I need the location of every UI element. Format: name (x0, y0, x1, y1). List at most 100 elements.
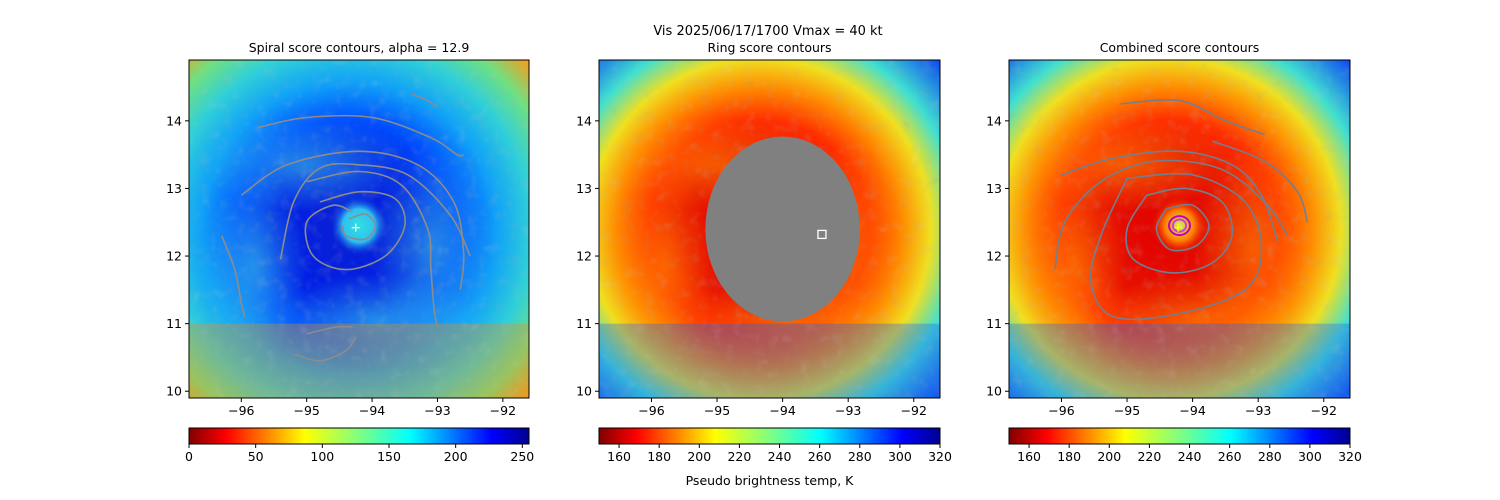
x-tick-label: −94 (769, 403, 795, 418)
colorbar-tick-label: 250 (510, 449, 534, 464)
x-tick-label: −96 (1048, 403, 1074, 418)
colorbar-tick-label: 220 (1137, 449, 1161, 464)
colorbar-tick-label: 240 (768, 449, 792, 464)
center-marker-plus (351, 223, 360, 232)
colorbar-label: Pseudo brightness temp, K (686, 473, 855, 488)
y-tick-label: 11 (166, 316, 182, 331)
x-tick-label: −96 (638, 403, 664, 418)
x-tick-label: −92 (1311, 403, 1337, 418)
score-contour-3 (1089, 172, 1263, 321)
y-tick-label: 14 (986, 113, 1002, 128)
peak-score-contour-1 (1168, 215, 1191, 237)
colorbar-tick-label: 260 (808, 449, 832, 464)
x-tick-label: −95 (1114, 403, 1140, 418)
colorbar-tick-label: 50 (248, 449, 264, 464)
y-tick-label: 11 (986, 316, 1002, 331)
x-tick-label: −95 (704, 403, 730, 418)
y-tick-label: 13 (166, 181, 182, 196)
colorbar-tick-label: 320 (928, 449, 952, 464)
score-contour-5 (257, 114, 464, 157)
plot-frame (1008, 59, 1351, 399)
score-contour-2 (1125, 187, 1234, 274)
score-contour-7 (1212, 140, 1309, 223)
score-contour-4 (240, 150, 465, 290)
score-contour-3 (306, 170, 439, 328)
storm-eye (329, 195, 389, 257)
colorbar-tick-label: 260 (1218, 449, 1242, 464)
panel-title: Spiral score contours, alpha = 12.9 (249, 40, 470, 55)
y-tick-label: 11 (576, 316, 592, 331)
colorbar-tick-label: 180 (1057, 449, 1081, 464)
score-contour-7 (410, 93, 438, 108)
masked-ring-region (705, 136, 860, 322)
colorbar-tick-label: 300 (1298, 449, 1322, 464)
score-contour-9 (306, 325, 353, 335)
y-tick-label: 12 (986, 249, 1002, 264)
x-tick-label: −96 (228, 403, 254, 418)
y-tick-label: 12 (576, 249, 592, 264)
score-contour-6 (279, 162, 471, 260)
colorbar-tick-label: 160 (607, 449, 631, 464)
colorbar-tick-label: 0 (185, 449, 193, 464)
colorbar-tick-label: 220 (727, 449, 751, 464)
colorbar-tick-label: 160 (1017, 449, 1041, 464)
y-tick-label: 10 (166, 384, 182, 399)
score-contour-6 (1120, 99, 1265, 136)
score-contour-2 (304, 190, 406, 271)
colorbar-tick-label: 300 (888, 449, 912, 464)
score-contour-4 (1061, 150, 1279, 243)
peak-score-contour-2 (1171, 218, 1188, 233)
plot-frame (188, 59, 530, 399)
panel-3: Combined score contours −96 −95 −94 −93 −92 10… (986, 40, 1362, 464)
x-tick-label: −94 (1179, 403, 1205, 418)
x-tick-label: −94 (359, 403, 385, 418)
colorbar-tick-label: 200 (444, 449, 468, 464)
colorbar-tick-label: 200 (1097, 449, 1121, 464)
x-tick-label: −95 (293, 403, 319, 418)
x-tick-label: −93 (424, 403, 450, 418)
colorbar-tick-label: 100 (310, 449, 334, 464)
x-tick-label: −92 (901, 403, 927, 418)
panel-title: Combined score contours (1100, 40, 1260, 55)
plot-frame (598, 59, 941, 399)
colorbar: 0 50 100 150 200 250 (185, 427, 534, 464)
colorbar-tick-label: 200 (687, 449, 711, 464)
colorbar-tick-label: 280 (1258, 449, 1282, 464)
x-tick-label: −92 (490, 403, 516, 418)
y-tick-label: 14 (576, 113, 592, 128)
colorbar-tick-label: 180 (647, 449, 671, 464)
colorbar-scale (1008, 427, 1351, 445)
score-contour-5 (1054, 159, 1289, 270)
score-contour-1 (1155, 203, 1210, 252)
score-contour-1 (341, 213, 377, 241)
x-tick-label: −93 (1245, 403, 1271, 418)
satellite-image (1009, 60, 1350, 398)
score-contour-10 (220, 235, 246, 318)
y-tick-label: 13 (986, 181, 1002, 196)
center-marker-plus (1174, 223, 1183, 232)
y-tick-label: 13 (576, 181, 592, 196)
colorbar: 160 180 200 220 240 260 280 300 320 (1008, 427, 1362, 464)
y-tick-label: 10 (576, 384, 592, 399)
center-marker-square (817, 229, 827, 240)
colorbar-scale (598, 427, 941, 445)
colorbar-tick-label: 150 (377, 449, 401, 464)
y-tick-label: 12 (166, 249, 182, 264)
colorbar-tick-label: 280 (848, 449, 872, 464)
colorbar: 160 180 200 220 240 260 280 300 320 Pseudo bright… (598, 427, 952, 488)
panel-title: Ring score contours (707, 40, 831, 55)
satellite-image (599, 60, 940, 398)
x-tick-label: −93 (835, 403, 861, 418)
colorbar-scale (188, 427, 530, 445)
storm-eye (1149, 195, 1210, 257)
figure-suptitle: Vis 2025/06/17/1700 Vmax = 40 kt (653, 24, 882, 39)
colorbar-tick-label: 320 (1338, 449, 1362, 464)
colorbar-tick-label: 240 (1178, 449, 1202, 464)
y-tick-label: 10 (986, 384, 1002, 399)
y-tick-label: 14 (166, 113, 182, 128)
panel-1: Spiral score contours, alpha = 12.9 −96 −9… (166, 40, 534, 464)
score-contour-8 (293, 336, 357, 362)
panel-2: Ring score contours −96 −95 −94 −93 −92 10 11 12… (576, 40, 952, 488)
satellite-image (189, 60, 529, 398)
